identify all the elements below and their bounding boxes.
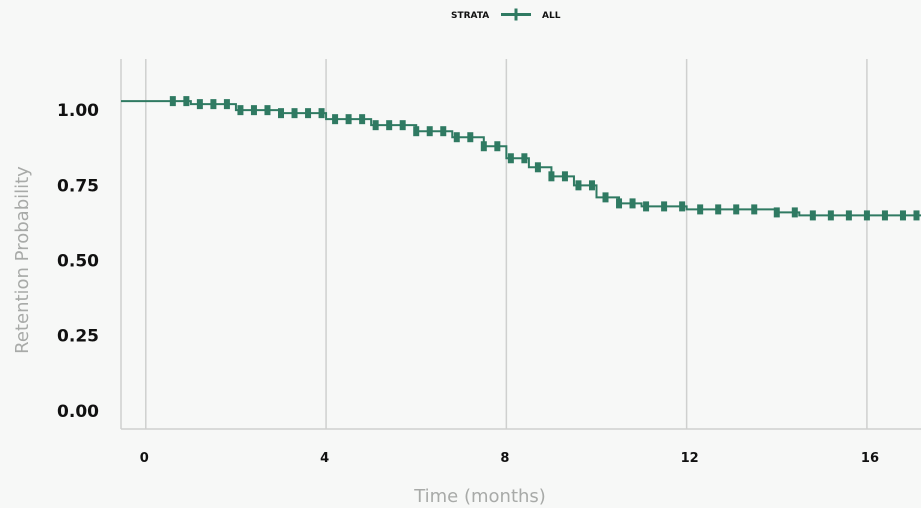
censor-mark-31 (588, 180, 595, 191)
censor-mark-13 (345, 114, 352, 125)
censor-mark-42 (773, 207, 780, 218)
censor-mark-33 (616, 198, 623, 209)
censor-mark-27 (534, 162, 541, 173)
censor-mark-35 (643, 201, 650, 212)
censor-mark-40 (733, 204, 740, 215)
x-tick-label: 12 (681, 451, 699, 466)
censor-mark-26 (521, 153, 528, 164)
censor-mark-0 (169, 96, 176, 107)
censor-mark-1 (183, 96, 190, 107)
series-all (121, 96, 921, 221)
censor-mark-29 (561, 171, 568, 182)
censor-mark-22 (467, 132, 474, 143)
censor-mark-3 (210, 99, 217, 110)
legend-title: STRATA (451, 11, 489, 21)
y-tick-label: 0.75 (57, 176, 99, 196)
censor-mark-2 (196, 99, 203, 110)
x-tick-labels: 0 4 8 12 16 (140, 451, 879, 466)
x-tick-label: 16 (861, 451, 879, 466)
censor-mark-8 (278, 108, 284, 119)
censor-mark-36 (661, 201, 668, 212)
censor-mark-47 (863, 210, 870, 221)
censor-mark-23 (480, 141, 487, 152)
censor-mark-32 (602, 192, 609, 203)
censor-mark-21 (453, 132, 460, 143)
censor-mark-15 (372, 120, 379, 131)
censor-mark-16 (386, 120, 393, 131)
censor-mark-30 (575, 180, 582, 191)
censor-mark-10 (305, 108, 312, 119)
censor-mark-46 (845, 210, 852, 221)
censor-mark-6 (250, 105, 257, 116)
censor-mark-49 (899, 210, 906, 221)
legend: STRATA ALL (451, 8, 561, 21)
y-tick-label: 1.00 (57, 101, 99, 121)
censor-mark-11 (318, 108, 325, 119)
x-tick-label: 4 (320, 451, 329, 466)
survival-step-line (121, 100, 921, 217)
x-tick-label: 0 (140, 451, 149, 466)
censor-mark-19 (426, 126, 433, 137)
censor-mark-14 (359, 114, 366, 125)
censor-mark-45 (827, 210, 834, 221)
censor-mark-25 (507, 153, 514, 164)
y-tick-label: 0.50 (57, 252, 99, 272)
censor-mark-12 (332, 114, 339, 125)
censor-mark-41 (751, 204, 758, 215)
censor-mark-24 (494, 141, 501, 152)
censor-mark-4 (223, 99, 230, 110)
censor-mark-50 (913, 210, 920, 221)
censor-mark-38 (697, 204, 704, 215)
x-axis-title: Time (months) (413, 486, 546, 507)
legend-entry-all: ALL (542, 11, 561, 21)
x-tick-label: 8 (500, 451, 509, 466)
censor-mark-28 (548, 171, 555, 182)
censor-mark-48 (881, 210, 888, 221)
censor-mark-37 (679, 201, 686, 212)
censor-mark-44 (809, 210, 816, 221)
censor-mark-18 (413, 126, 420, 137)
censor-mark-17 (399, 120, 406, 131)
grid (145, 59, 868, 429)
y-tick-labels: 0.00 0.25 0.50 0.75 1.00 (57, 101, 99, 422)
censor-mark-34 (629, 198, 636, 209)
censor-mark-20 (440, 126, 447, 137)
censor-mark-9 (291, 108, 298, 119)
censor-mark-43 (791, 207, 798, 218)
y-tick-label: 0.00 (57, 402, 99, 422)
censor-mark-7 (264, 105, 271, 116)
censor-mark-5 (237, 105, 244, 116)
censor-mark-39 (715, 204, 722, 215)
y-tick-label: 0.25 (57, 327, 99, 347)
y-axis-title: Retention Probability (12, 166, 33, 354)
